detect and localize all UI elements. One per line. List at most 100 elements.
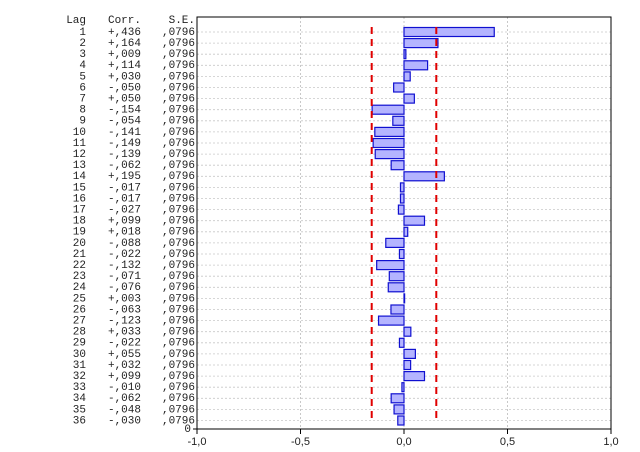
- bar: [374, 126, 405, 138]
- bar: [403, 60, 429, 71]
- corr-label: -,062: [108, 160, 141, 172]
- bar: [397, 204, 405, 215]
- corr-label: +,164: [108, 38, 141, 50]
- corr-label: -,027: [108, 205, 141, 217]
- bar: [393, 82, 405, 93]
- se-label: ,0796: [162, 304, 195, 316]
- x-tick-label: -0,5: [291, 436, 310, 448]
- bar: [403, 71, 411, 82]
- bar: [397, 415, 405, 426]
- x-tick-label: 0,5: [500, 436, 515, 448]
- lag-label: 8: [79, 105, 86, 117]
- bar: [403, 93, 415, 104]
- se-label: ,0796: [162, 338, 195, 350]
- lag-label: 1: [79, 27, 86, 39]
- lag-label: 14: [73, 171, 87, 183]
- se-label: ,0796: [162, 60, 195, 72]
- lag-label: 30: [73, 349, 86, 361]
- bar: [390, 304, 405, 315]
- bar: [401, 382, 405, 393]
- se-label: ,0796: [162, 160, 195, 172]
- corr-label: -,022: [108, 249, 141, 261]
- lag-label: 31: [73, 360, 87, 372]
- corr-label: -,022: [108, 338, 141, 350]
- corr-label: -,139: [108, 149, 141, 161]
- bar: [388, 271, 405, 282]
- bar: [372, 137, 405, 149]
- corr-label: +,018: [108, 227, 141, 239]
- corr-label: -,050: [108, 82, 141, 94]
- se-label: ,0796: [162, 105, 195, 117]
- se-label: ,0796: [162, 360, 195, 372]
- lag-label: 13: [73, 160, 86, 172]
- corr-label: -,154: [108, 105, 141, 117]
- lag-label: 28: [73, 327, 86, 339]
- bar: [403, 215, 426, 226]
- se-label: ,0796: [162, 193, 195, 205]
- corr-label: -,063: [108, 304, 141, 316]
- bar: [398, 337, 405, 348]
- lag-label: 26: [73, 304, 86, 316]
- bar: [377, 315, 405, 326]
- se-label: ,0796: [162, 415, 195, 427]
- lag-label: 21: [73, 249, 87, 261]
- lag-label: 11: [73, 138, 87, 150]
- corr-label: -,017: [108, 193, 141, 205]
- corr-label: -,141: [108, 127, 141, 139]
- lag-label: 27: [73, 316, 86, 328]
- corr-label: -,132: [108, 260, 141, 272]
- bar: [390, 393, 405, 404]
- column-header: Lag: [66, 15, 86, 27]
- se-label: ,0796: [162, 260, 195, 272]
- lag-label: 12: [73, 149, 86, 161]
- se-label: ,0796: [162, 127, 195, 139]
- lag-label: 7: [79, 94, 86, 106]
- se-label: ,0796: [162, 182, 195, 194]
- corr-label: +,114: [108, 60, 141, 72]
- corr-label: +,099: [108, 216, 141, 228]
- corr-label: -,088: [108, 238, 141, 250]
- x-tick-label: 0,0: [396, 436, 411, 448]
- lag-label: 23: [73, 271, 86, 283]
- lag-label: 15: [73, 182, 86, 194]
- lag-label: 3: [79, 49, 86, 61]
- se-label: ,0796: [162, 271, 195, 283]
- lag-label: 18: [73, 216, 86, 228]
- lag-label: 22: [73, 260, 86, 272]
- bar: [403, 171, 445, 182]
- bar: [403, 359, 412, 371]
- bar: [403, 37, 439, 49]
- lag-label: 19: [73, 227, 86, 239]
- lag-label: 2: [79, 38, 86, 50]
- lag-label: 5: [79, 71, 86, 83]
- lag-label: 17: [73, 205, 86, 217]
- corr-label: -,017: [108, 182, 141, 194]
- corr-label: -,149: [108, 138, 141, 150]
- se-label: ,0796: [162, 238, 195, 250]
- bar: [403, 26, 495, 38]
- corr-label: -,010: [108, 382, 141, 394]
- bar: [385, 237, 405, 248]
- lag-label: 10: [73, 127, 86, 139]
- bar: [399, 182, 405, 193]
- bar: [403, 326, 412, 337]
- lag-label: 6: [79, 82, 86, 94]
- bar: [403, 348, 416, 359]
- corr-label: -,076: [108, 282, 141, 294]
- se-label: ,0796: [162, 349, 195, 361]
- corr-label: +,030: [108, 71, 141, 83]
- se-label: ,0796: [162, 94, 195, 106]
- bar: [376, 260, 405, 271]
- lag-label: 24: [73, 282, 87, 294]
- se-label: ,0796: [162, 38, 195, 50]
- lag-label: 25: [73, 293, 86, 305]
- corr-label: -,030: [108, 415, 141, 427]
- se-label: ,0796: [162, 404, 195, 416]
- corr-label: -,048: [108, 404, 141, 416]
- se-label: ,0796: [162, 227, 195, 239]
- corr-label: +,003: [108, 293, 141, 305]
- lag-label: 34: [73, 393, 87, 405]
- bar: [403, 293, 406, 304]
- se-label: ,0796: [162, 393, 195, 405]
